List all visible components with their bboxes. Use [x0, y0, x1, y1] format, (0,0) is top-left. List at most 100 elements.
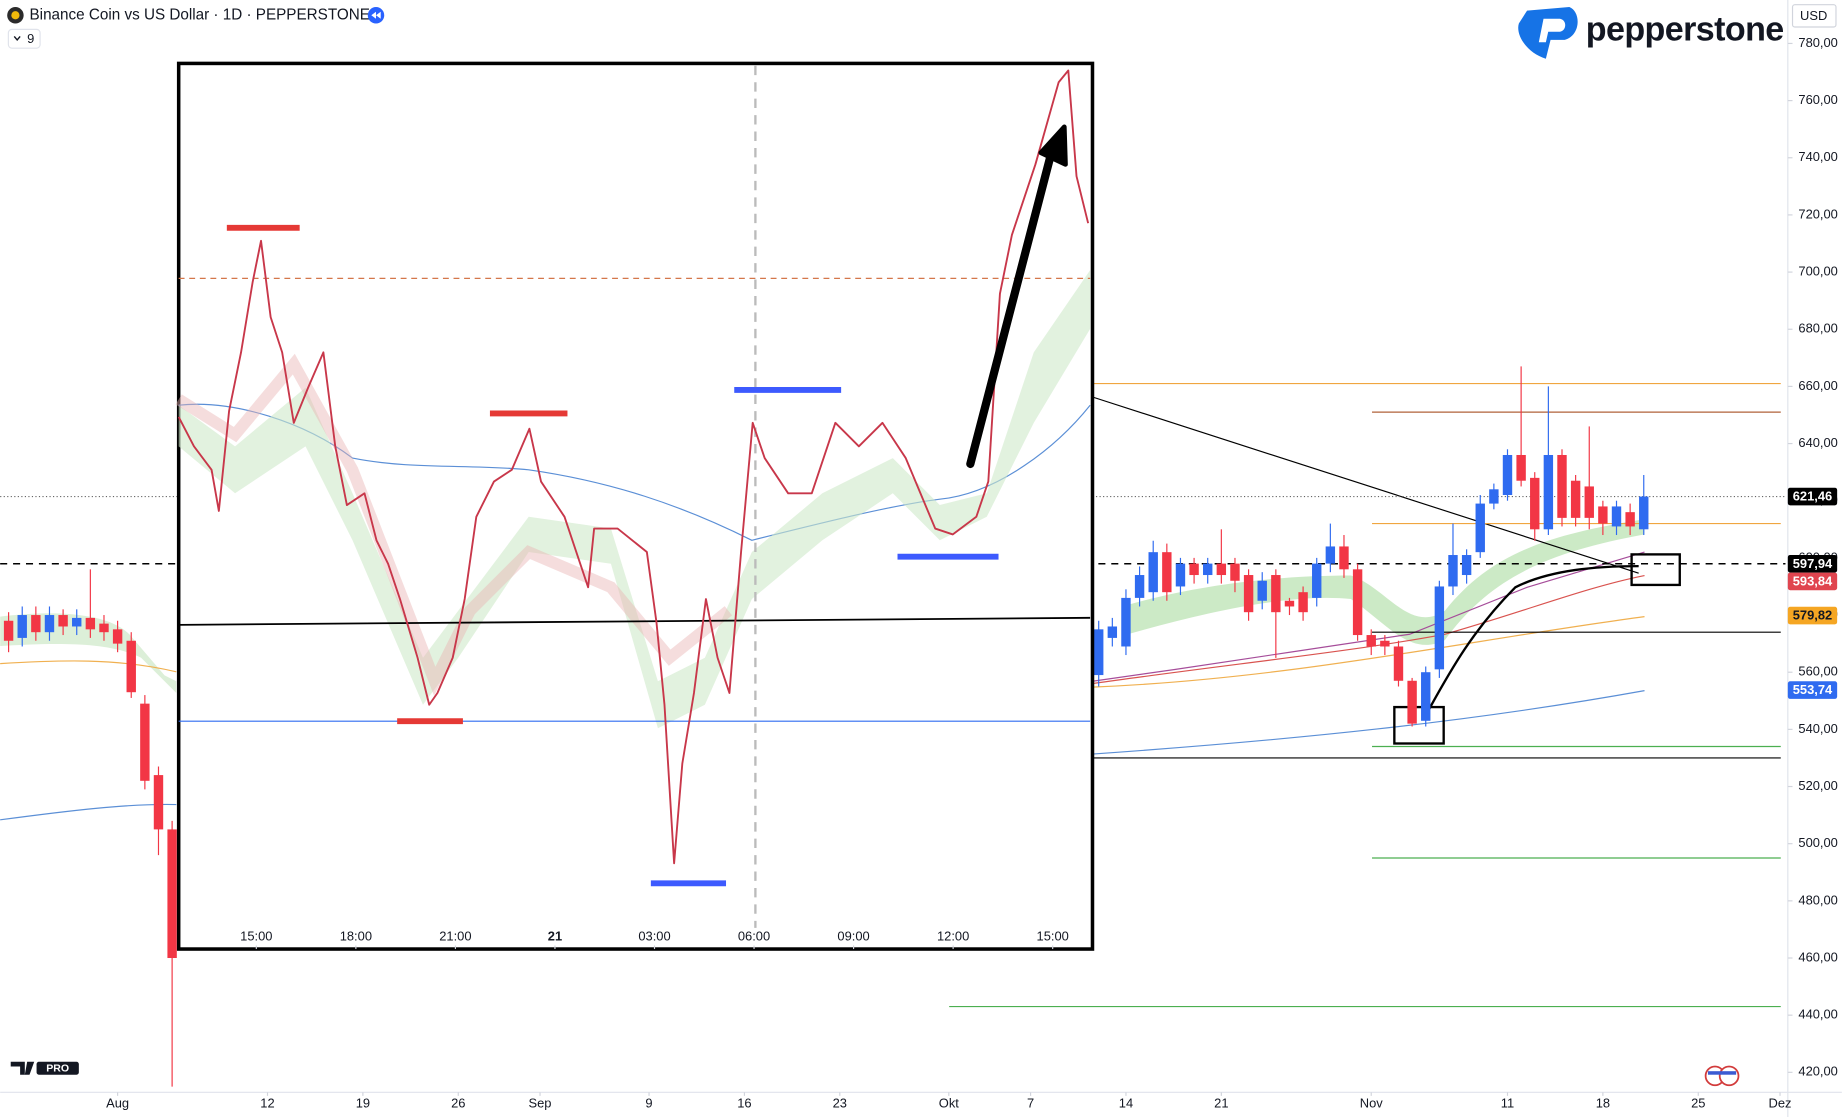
candle-body	[1584, 486, 1594, 518]
candle-body	[1407, 680, 1417, 724]
candle-body	[140, 703, 150, 781]
y-tick-label: 460,00	[1798, 949, 1837, 964]
inset-x-tick-label: 15:00	[240, 929, 272, 944]
y-tick-label: 540,00	[1798, 721, 1837, 736]
highlight-box	[1393, 705, 1445, 745]
arrow-shaft	[966, 148, 1056, 469]
candle-body	[85, 617, 96, 630]
x-tick-label: 12	[260, 1095, 274, 1110]
candle-body	[1298, 592, 1308, 613]
y-tick-label: 480,00	[1798, 892, 1837, 907]
inset-data: 15:00 18:00 21:00 21 03:00 06:00 09:00 12:00 15:…	[177, 69, 1090, 950]
events-icon[interactable]	[1718, 1065, 1740, 1087]
ma-line	[1092, 574, 1645, 685]
y-tick-label: 660,00	[1798, 378, 1837, 393]
candle-body	[126, 640, 136, 693]
ma-cloud	[0, 613, 177, 693]
inset-x-tick-label: 12:00	[937, 929, 969, 944]
price-label: 597,94	[1793, 556, 1833, 571]
price-label-box	[1787, 487, 1838, 506]
inset-chart: 15:00 18:00 21:00 21 03:00 06:00 09:00 12:00 15:…	[175, 61, 1095, 951]
candle-body	[1530, 477, 1540, 530]
x-tick-label: 25	[1691, 1095, 1705, 1110]
price-label: 579,82	[1793, 608, 1832, 623]
y-tick-label: 780,00	[1798, 35, 1837, 50]
candle-body	[1611, 506, 1622, 527]
x-tick-label: 9	[645, 1095, 652, 1110]
candle-body	[1421, 672, 1431, 721]
candle-body	[58, 615, 68, 627]
y-tick-label: 420,00	[1798, 1064, 1837, 1079]
y-tick-label: 680,00	[1798, 321, 1837, 336]
candle-body	[1189, 563, 1199, 576]
platform-logo-badge	[36, 1061, 79, 1075]
candle-body	[1352, 569, 1363, 636]
candle-body	[1639, 496, 1649, 530]
ma-line	[0, 660, 177, 673]
candle-body	[1162, 552, 1172, 593]
candle-body	[1543, 454, 1554, 530]
candle-body	[1312, 563, 1322, 598]
candle-body	[1230, 563, 1240, 581]
candle-body	[99, 623, 109, 633]
x-tick-label: Nov	[1360, 1095, 1383, 1110]
chart-title: Binance Coin vs US Dollar · 1D · PEPPERS…	[30, 6, 370, 23]
x-tick-label: 19	[356, 1095, 370, 1110]
candle-body	[1461, 555, 1472, 576]
y-tick-label: 700,00	[1798, 263, 1837, 278]
candle-body	[1107, 626, 1118, 638]
price-label: 593,84	[1793, 573, 1833, 588]
candle-body	[44, 615, 55, 633]
candle-body	[1570, 480, 1581, 518]
candle-body	[1475, 503, 1485, 553]
x-tick-label: Sep	[529, 1095, 552, 1110]
inset-price-line	[177, 69, 1090, 865]
candle-body	[112, 629, 123, 644]
ma-cloud	[1127, 519, 1645, 645]
y-tick-label: 440,00	[1798, 1007, 1837, 1022]
broker-logo: pepperstone	[1586, 11, 1784, 49]
candle-body	[1625, 512, 1635, 527]
candle-body	[1502, 454, 1513, 496]
price-label-box	[1787, 606, 1838, 625]
candle-body	[1271, 575, 1281, 613]
inset-x-tick-label: 15:00	[1037, 929, 1069, 944]
x-tick-label: 14	[1119, 1095, 1133, 1110]
chevron	[13, 35, 21, 42]
y-tick-label: 560,00	[1798, 664, 1837, 679]
candle-body	[167, 829, 177, 959]
candle-body	[1434, 586, 1445, 670]
price-label-box	[1787, 681, 1838, 699]
indicator-toggle[interactable]	[7, 28, 41, 49]
inset-x-tick-label: 03:00	[638, 929, 670, 944]
currency-button[interactable]	[1791, 4, 1837, 28]
price-label-box	[1787, 572, 1838, 591]
candle-body	[1598, 506, 1608, 524]
x-tick-label: 23	[833, 1095, 847, 1110]
currency: USD	[1800, 8, 1827, 23]
candle-body	[1094, 629, 1104, 676]
price-label: 553,74	[1793, 682, 1833, 697]
x-tick-label: 26	[451, 1095, 465, 1110]
arrow-head	[1038, 124, 1068, 167]
x-tick-label: 18	[1596, 1095, 1610, 1110]
candle-body	[1380, 640, 1390, 647]
platform-logo: PRO	[46, 1063, 69, 1075]
candle-body	[17, 615, 27, 638]
candle-body	[1448, 555, 1458, 587]
symbol-icon	[11, 11, 20, 20]
price-label: 621,46	[1793, 489, 1832, 504]
inset-x-tick-label: 06:00	[738, 929, 770, 944]
y-tick-label: 760,00	[1798, 92, 1837, 107]
x-tick-label: Aug	[106, 1095, 129, 1110]
y-tick-label: 720,00	[1798, 206, 1837, 221]
platform-logo-mark	[10, 1061, 35, 1075]
candle-body	[1557, 454, 1567, 518]
candle-body	[1243, 575, 1254, 613]
highlight-box	[1630, 553, 1681, 587]
x-tick-label: 21	[1214, 1095, 1228, 1110]
candle-body	[153, 775, 164, 830]
